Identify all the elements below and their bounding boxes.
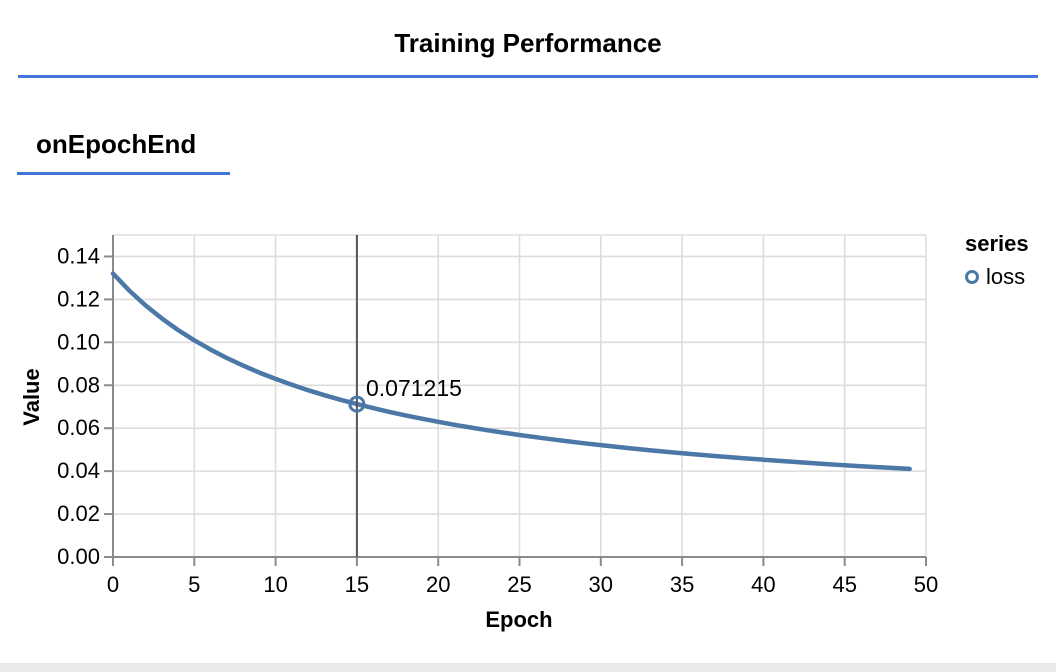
x-tick-label: 45 bbox=[832, 572, 856, 597]
legend-item-loss[interactable]: loss bbox=[965, 266, 1029, 288]
x-tick-label: 35 bbox=[670, 572, 694, 597]
hover-point-marker bbox=[348, 395, 366, 413]
tooltip-value: 0.071215 bbox=[366, 375, 462, 401]
x-tick-label: 40 bbox=[751, 572, 775, 597]
section-divider bbox=[17, 172, 230, 175]
x-tick-label: 25 bbox=[507, 572, 531, 597]
title-divider bbox=[18, 75, 1038, 78]
y-tick-label: 0.08 bbox=[57, 372, 100, 397]
y-axis-title: Value bbox=[19, 368, 44, 426]
x-tick-label: 15 bbox=[345, 572, 369, 597]
legend: series loss bbox=[965, 233, 1029, 288]
loss-line bbox=[110, 271, 912, 472]
x-axis-title: Epoch bbox=[485, 607, 553, 632]
x-tick-label: 0 bbox=[107, 572, 119, 597]
y-tick-label: 0.04 bbox=[57, 458, 100, 483]
next-surface-edge bbox=[0, 663, 1056, 672]
y-tick-label: 0.00 bbox=[57, 544, 100, 569]
legend-item-label: loss bbox=[986, 264, 1026, 289]
x-tick-label: 5 bbox=[188, 572, 200, 597]
x-tick-label: 50 bbox=[914, 572, 938, 597]
x-tick-label: 20 bbox=[426, 572, 450, 597]
y-tick-label: 0.12 bbox=[57, 286, 100, 311]
y-tick-label: 0.14 bbox=[57, 243, 100, 268]
y-tick-label: 0.06 bbox=[57, 415, 100, 440]
section-heading: onEpochEnd bbox=[36, 129, 197, 159]
x-tick-label: 10 bbox=[263, 572, 287, 597]
y-tick-label: 0.02 bbox=[57, 501, 100, 526]
page-title: Training Performance bbox=[394, 28, 662, 58]
x-tick-label: 30 bbox=[589, 572, 613, 597]
legend-title: series bbox=[965, 231, 1029, 256]
y-tick-label: 0.10 bbox=[57, 329, 100, 354]
circle-symbol-icon bbox=[965, 270, 979, 284]
